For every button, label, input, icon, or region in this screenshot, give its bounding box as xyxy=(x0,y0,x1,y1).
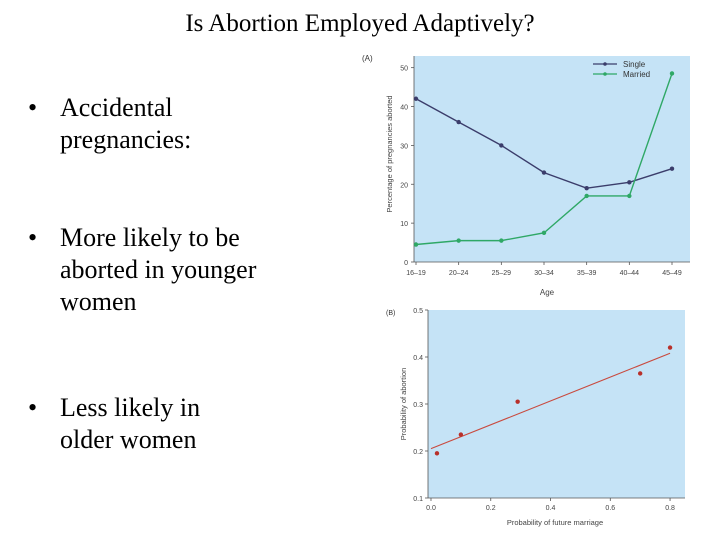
x-tick-label: 45–49 xyxy=(662,270,682,277)
x-tick-label: 20–24 xyxy=(449,270,469,277)
data-point-married xyxy=(627,193,632,199)
bullet-line: More likely to be xyxy=(60,223,240,252)
regression-line xyxy=(430,352,671,450)
y-tick-label: 40 xyxy=(400,105,408,112)
x-tick-label: 0.0 xyxy=(426,505,436,512)
bullet-line: Accidental xyxy=(60,93,173,122)
data-point-single xyxy=(584,185,589,191)
x-axis-label: Probability of future marriage xyxy=(507,518,603,527)
data-point-single xyxy=(669,166,675,171)
x-axis-label: Age xyxy=(540,288,555,297)
panel-label: (B) xyxy=(386,310,395,317)
y-tick-label: 0.1 xyxy=(413,496,423,503)
bullet-line: older women xyxy=(60,425,197,454)
scatter-point xyxy=(515,399,520,404)
x-tick-label: 30–34 xyxy=(534,270,554,277)
data-point-married xyxy=(456,238,461,243)
y-tick-label: 0.5 xyxy=(413,308,423,315)
scatter-point xyxy=(637,371,643,376)
data-point-married xyxy=(413,242,419,247)
y-tick-label: 0.2 xyxy=(413,449,423,456)
bullet-marker: • xyxy=(28,223,38,252)
plot-area xyxy=(414,56,690,262)
y-tick-label: 10 xyxy=(400,221,408,228)
plot-area xyxy=(428,310,685,498)
data-point-single xyxy=(456,119,461,125)
data-point-married xyxy=(499,238,504,243)
scatter-point xyxy=(434,451,440,456)
bullet-marker: • xyxy=(28,93,38,122)
data-point-single xyxy=(413,96,419,101)
y-tick-label: 50 xyxy=(400,66,408,73)
panel-label: (A) xyxy=(362,54,373,63)
x-tick-label: 0.6 xyxy=(605,505,615,512)
y-tick-label: 30 xyxy=(400,143,408,150)
x-tick-label: 16–19 xyxy=(406,270,426,277)
bullet-line: women xyxy=(60,287,137,316)
slide-title: Is Abortion Employed Adaptively? xyxy=(185,10,535,37)
legend-label: Single xyxy=(623,60,646,69)
data-point-single xyxy=(627,180,632,185)
bullet-marker: • xyxy=(28,393,38,422)
y-axis-label: Percentage of pregnancies aborted xyxy=(385,95,394,212)
x-tick-label: 0.2 xyxy=(486,505,496,512)
y-tick-label: 0.3 xyxy=(413,402,423,409)
scatter-point xyxy=(667,345,673,350)
y-tick-label: 20 xyxy=(400,182,408,189)
bullet-line: pregnancies: xyxy=(60,125,192,154)
legend-label: Married xyxy=(623,70,650,79)
x-tick-label: 0.4 xyxy=(546,505,556,512)
x-tick-label: 0.8 xyxy=(665,505,675,512)
data-point-married xyxy=(669,71,675,76)
bullet-line: Less likely in xyxy=(60,393,201,422)
data-point-married xyxy=(584,193,589,199)
scatter-point xyxy=(458,432,464,437)
x-tick-label: 25–29 xyxy=(492,270,512,277)
y-tick-label: 0.4 xyxy=(413,355,423,362)
legend-marker xyxy=(603,62,607,66)
data-point-married xyxy=(541,230,547,236)
data-point-single xyxy=(541,170,547,175)
data-point-single xyxy=(499,143,504,148)
y-axis-label: Probability of abortion xyxy=(399,368,408,441)
x-tick-label: 35–39 xyxy=(577,270,597,277)
bullet-line: aborted in younger xyxy=(60,255,257,284)
x-tick-label: 40–44 xyxy=(620,270,640,277)
legend-marker xyxy=(603,72,607,76)
y-tick-label: 0 xyxy=(404,260,408,267)
